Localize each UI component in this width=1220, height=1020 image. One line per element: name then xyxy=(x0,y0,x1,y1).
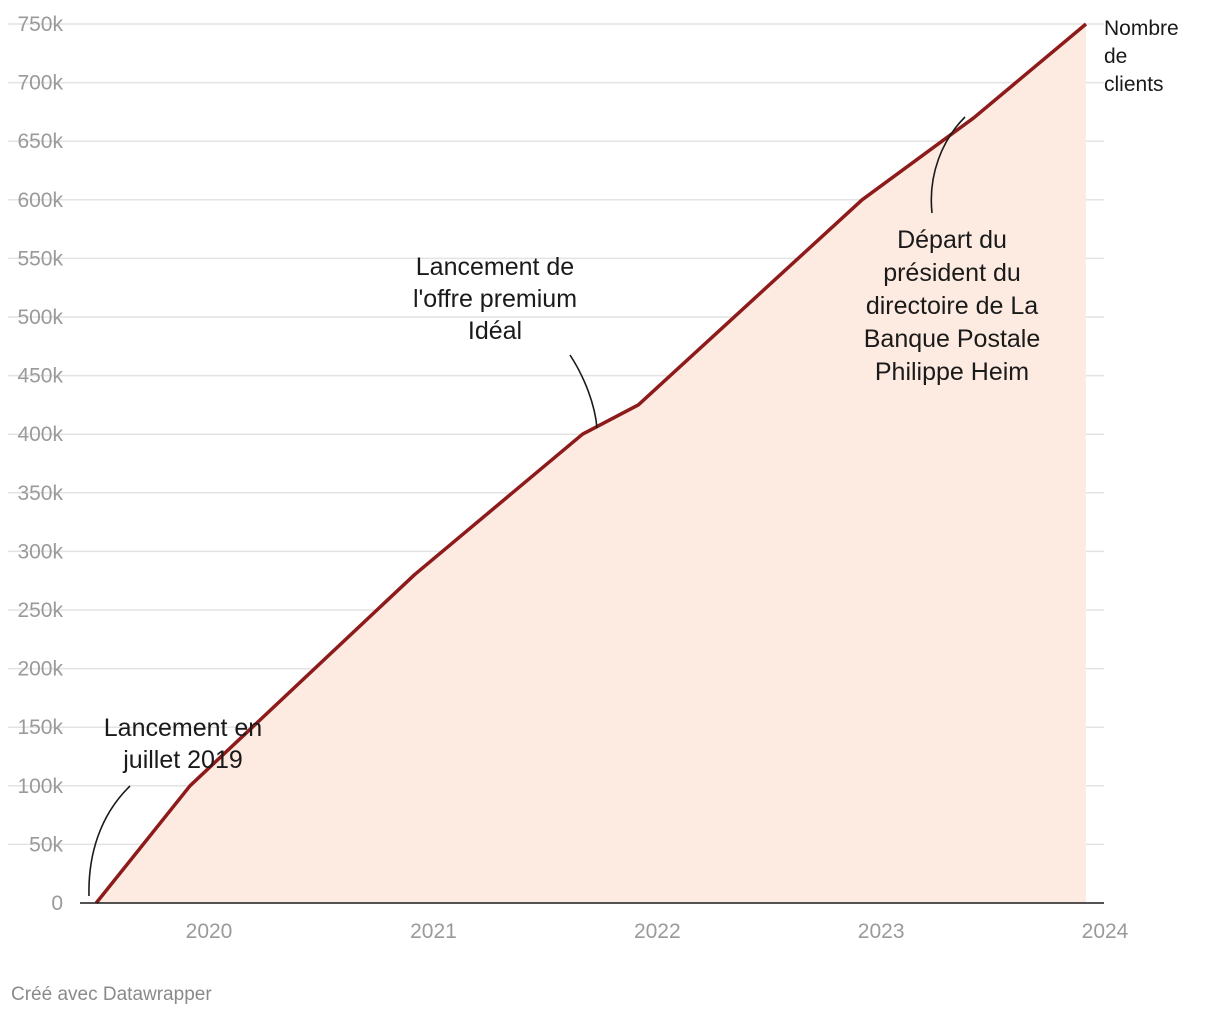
y-tick-label: 750k xyxy=(17,13,63,36)
area-chart: 0 50k 100k 150k 200k 250k 300k 350k 400k 450k 500k… xyxy=(8,13,1179,943)
annotation-line: Départ du xyxy=(897,226,1007,254)
annotation-connector xyxy=(569,354,598,429)
y-tick-label: 500k xyxy=(17,306,63,329)
y-tick-label: 650k xyxy=(17,130,63,153)
x-tick-label: 2020 xyxy=(186,920,233,943)
series-label-line: de xyxy=(1104,45,1127,68)
x-tick-label: 2024 xyxy=(1082,920,1129,943)
x-tick-label: 2021 xyxy=(410,920,457,943)
annotation-connector xyxy=(930,116,966,214)
annotation-connector xyxy=(88,785,131,897)
annotation-line: directoire de La xyxy=(866,292,1038,320)
annotations: Lancement en juillet 2019 Lancement de l'of… xyxy=(104,226,1040,774)
series-label-line: clients xyxy=(1104,73,1164,96)
annotation-line: Philippe Heim xyxy=(875,358,1029,386)
annotation-line: Idéal xyxy=(468,317,522,345)
y-tick-label: 400k xyxy=(17,423,63,446)
y-tick-label: 700k xyxy=(17,72,63,95)
x-tick-label: 2022 xyxy=(634,920,681,943)
y-tick-label: 150k xyxy=(17,716,63,739)
annotation-line: Lancement en xyxy=(104,714,262,742)
series-label-line: Nombre xyxy=(1104,17,1179,40)
y-tick-label: 350k xyxy=(17,482,63,505)
y-tick-label: 250k xyxy=(17,599,63,622)
x-axis-ticks: 2020 2021 2022 2023 2024 xyxy=(186,920,1129,943)
annotation-text: Départ du président du directoire de La Ban… xyxy=(864,226,1041,386)
y-tick-label: 100k xyxy=(17,775,63,798)
y-axis-ticks: 0 50k 100k 150k 200k 250k 300k 350k 400k 450k 500k… xyxy=(17,13,63,915)
y-tick-label: 600k xyxy=(17,189,63,212)
series-line xyxy=(94,22,1088,905)
annotation-text: Lancement en juillet 2019 xyxy=(104,714,262,774)
y-tick-label: 300k xyxy=(17,540,63,563)
annotation-line: juillet 2019 xyxy=(122,746,243,774)
credit-text: Créé avec Datawrapper xyxy=(11,984,212,1005)
y-tick-label: 450k xyxy=(17,365,63,388)
y-tick-label: 550k xyxy=(17,247,63,270)
annotation-connectors xyxy=(88,116,966,897)
annotation-line: Banque Postale xyxy=(864,325,1041,353)
y-tick-label: 200k xyxy=(17,658,63,681)
annotation-text: Lancement de l'offre premium Idéal xyxy=(413,253,577,345)
y-tick-label: 50k xyxy=(29,833,63,856)
x-tick-label: 2023 xyxy=(858,920,905,943)
annotation-line: président du xyxy=(883,259,1021,287)
area-fill xyxy=(96,24,1086,903)
y-tick-label: 0 xyxy=(51,892,63,915)
annotation-line: Lancement de xyxy=(416,253,574,281)
annotation-line: l'offre premium xyxy=(413,285,577,313)
series-label: Nombre de clients xyxy=(1104,17,1179,96)
